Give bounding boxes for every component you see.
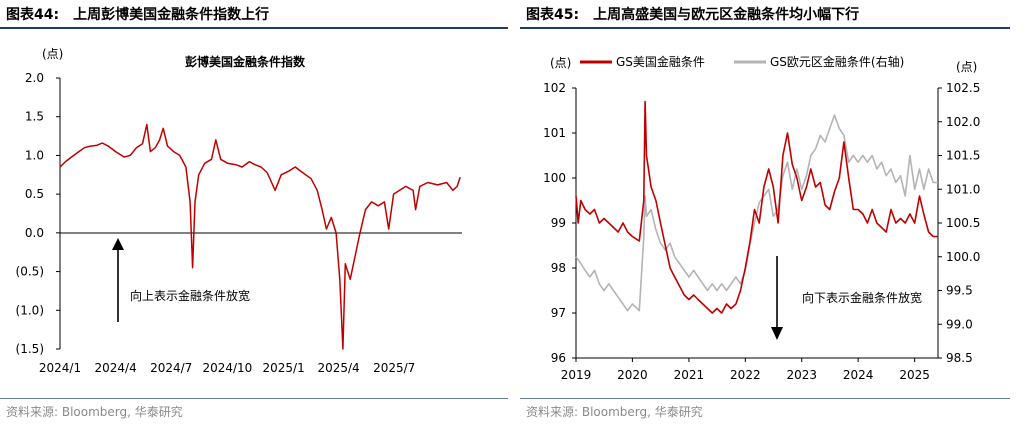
x-tick-label: 2023	[786, 368, 817, 382]
figure-title: 图表44: 上周彭博美国金融条件指数上行	[6, 4, 269, 24]
x-tick-label: 2025/4	[317, 361, 359, 375]
figure-number: 图表45:	[526, 7, 580, 23]
x-tick-label: 2024/10	[202, 361, 252, 375]
right-y-tick-label: 102.0	[946, 115, 980, 129]
x-tick-label: 2025	[899, 368, 930, 382]
y-tick-label: 1.5	[25, 110, 44, 124]
down-arrow-head	[771, 327, 783, 340]
source-note: 资料来源: Bloomberg, 华泰研究	[6, 405, 183, 419]
source-rule	[0, 398, 508, 399]
left-y-tick-label: 100	[543, 171, 566, 185]
right-y-tick-label: 99.5	[946, 284, 973, 298]
down-arrow	[771, 256, 783, 340]
chart-annotation: 向上表示金融条件放宽	[130, 288, 250, 303]
chart-annotation: 向下表示金融条件放宽	[802, 290, 922, 305]
x-tick-label: 2024/1	[39, 361, 81, 375]
left-y-tick-label: 97	[551, 306, 566, 320]
figure-44: 图表44: 上周彭博美国金融条件指数上行 (点) 彭博美国金融条件指数 2.0 1.…	[0, 0, 510, 424]
y-tick-label: (1.5)	[16, 342, 44, 356]
left-y-tick-label: 98	[551, 261, 566, 275]
source-note: 资料来源: Bloomberg, 华泰研究	[526, 405, 703, 419]
us-fci-series-line	[575, 100, 938, 314]
right-y-tick-label: 98.5	[946, 351, 973, 365]
x-tick-label: 2024	[843, 368, 874, 382]
title-rule	[520, 27, 1010, 29]
bloomberg-fci-chart: (点) 彭博美国金融条件指数 2.0 1.5 1.0 0.5 0.0 (0.5) (1.0)…	[16, 47, 462, 375]
ea-fci-series-line	[575, 114, 938, 312]
x-tick-label: 2024/7	[150, 361, 192, 375]
y-tick-label: 1.0	[25, 148, 44, 162]
figure-45: 图表45: 上周高盛美国与欧元区金融条件均小幅下行 (点) (点) GS美国金融条…	[520, 0, 1030, 424]
right-y-tick-label: 99.0	[946, 317, 973, 331]
right-y-tick-label: 101.5	[946, 149, 980, 163]
legend-label-us: GS美国金融条件	[616, 54, 705, 69]
x-tick-label: 2019	[561, 368, 592, 382]
x-tick-label: 2025/1	[262, 361, 304, 375]
figure-caption: 上周高盛美国与欧元区金融条件均小幅下行	[593, 7, 860, 23]
left-axis-unit-label: (点)	[550, 56, 571, 70]
right-y-tick-label: 100.0	[946, 250, 980, 264]
left-y-tick-label: 99	[551, 216, 566, 230]
left-y-tick-label: 102	[543, 81, 566, 95]
x-tick-label: 2021	[674, 368, 705, 382]
title-rule	[0, 27, 508, 29]
up-arrow	[112, 238, 124, 322]
x-tick-label: 2025/7	[373, 361, 415, 375]
y-axis-unit-label: (点)	[42, 47, 63, 61]
chart-legend: GS美国金融条件 GS欧元区金融条件(右轴)	[580, 54, 904, 69]
y-tick-label: 2.0	[25, 71, 44, 85]
legend-label-ea: GS欧元区金融条件(右轴)	[770, 54, 904, 69]
gs-fci-chart: (点) (点) GS美国金融条件 GS欧元区金融条件(右轴) 102 101 100…	[543, 54, 980, 382]
y-tick-label: (0.5)	[16, 265, 44, 279]
y-tick-label: 0.5	[25, 187, 44, 201]
left-y-tick-label: 96	[551, 351, 566, 365]
right-axis-unit-label: (点)	[956, 60, 977, 74]
source-rule	[520, 398, 1010, 399]
left-y-tick-label: 101	[543, 126, 566, 140]
x-tick-label: 2022	[730, 368, 761, 382]
figure-caption: 上周彭博美国金融条件指数上行	[73, 7, 270, 23]
x-tick-label: 2020	[617, 368, 648, 382]
figure-number: 图表44:	[6, 7, 60, 23]
y-tick-label: (1.0)	[16, 303, 44, 317]
x-tick-label: 2024/4	[94, 361, 136, 375]
right-y-tick-label: 100.5	[946, 216, 980, 230]
figure-title: 图表45: 上周高盛美国与欧元区金融条件均小幅下行	[526, 4, 859, 24]
right-y-tick-label: 102.5	[946, 81, 980, 95]
chart-title: 彭博美国金融条件指数	[185, 54, 306, 69]
right-y-tick-label: 101.0	[946, 182, 980, 196]
bloomberg-fci-series-line	[59, 123, 461, 350]
y-tick-label: 0.0	[25, 226, 44, 240]
up-arrow-head	[112, 238, 124, 250]
